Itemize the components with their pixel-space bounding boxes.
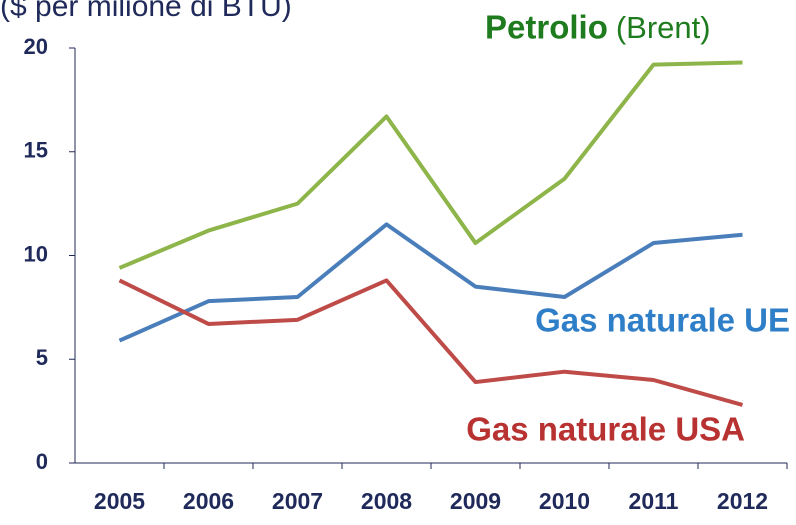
y-tick-label: 15: [24, 138, 48, 163]
series-line: [118, 222, 743, 343]
series-line: [118, 278, 744, 407]
series-label: Gas naturale USA: [466, 411, 745, 448]
series-line: [118, 60, 743, 270]
y-tick-label: 10: [24, 241, 48, 266]
x-tick-label: 2009: [450, 488, 501, 514]
x-tick-label: 2008: [361, 488, 412, 514]
x-tick-label: 2011: [629, 488, 679, 514]
chart-title: ($ per milione di BTU): [0, 0, 292, 23]
x-tick-label: 2012: [717, 488, 768, 514]
x-tick-label: 2010: [539, 488, 590, 514]
x-tick-label: 2006: [183, 488, 234, 514]
y-tick-label: 20: [24, 34, 48, 59]
x-tick-label: 2005: [94, 488, 145, 514]
annotation: (Brent): [616, 10, 711, 45]
series-label: Petrolio: [485, 9, 608, 46]
y-tick-label: 5: [36, 345, 48, 370]
y-tick-label: 0: [36, 449, 48, 474]
x-tick-label: 2007: [272, 488, 323, 514]
series-label: Gas naturale UE: [535, 302, 790, 339]
